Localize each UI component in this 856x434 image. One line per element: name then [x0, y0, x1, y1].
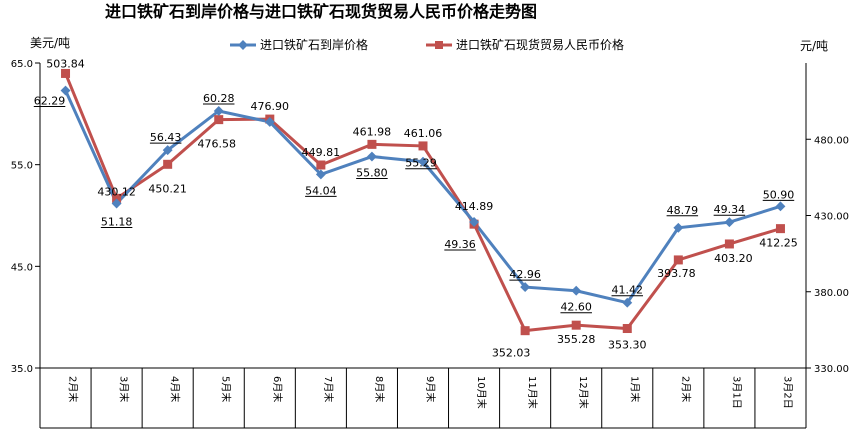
data-point-rmb-price — [214, 115, 224, 125]
data-label-rmb-price: 450.21 — [148, 182, 187, 195]
data-point-cif-price — [571, 285, 582, 296]
data-label-rmb-price: 353.30 — [608, 339, 647, 352]
right-tick-label: 430.00 — [814, 212, 849, 223]
data-label-rmb-price: 461.98 — [353, 125, 392, 138]
data-point-cif-price — [469, 217, 480, 227]
right-tick-label: 380.00 — [814, 288, 849, 299]
data-point-rmb-price — [367, 139, 377, 149]
right-tick-label: 330.00 — [814, 364, 849, 375]
data-point-rmb-price — [571, 320, 581, 330]
data-point-cif-price — [418, 156, 428, 167]
left-tick-label: 45.0 — [11, 262, 33, 273]
data-label-rmb-price: 352.03 — [492, 347, 531, 360]
legend-label-2: 进口铁矿石现货贸易人民币价格 — [456, 37, 624, 52]
x-category-label: 1月末 — [628, 376, 641, 402]
data-point-cif-price — [724, 217, 735, 228]
data-point-cif-price — [315, 169, 326, 180]
data-point-cif-price — [162, 145, 173, 156]
data-point-rmb-price — [316, 160, 326, 170]
x-category-label: 2月末 — [67, 376, 80, 402]
x-category-label: 6月末 — [271, 376, 284, 402]
data-point-rmb-price — [673, 255, 683, 265]
data-label-rmb-price: 449.81 — [302, 146, 341, 159]
data-label-cif-price: 54.04 — [305, 184, 337, 197]
data-label-cif-price: 50.90 — [763, 188, 795, 201]
x-category-label: 2月末 — [679, 376, 692, 402]
x-category-label: 5月末 — [220, 376, 233, 402]
x-category-label: 7月末 — [322, 376, 335, 402]
left-tick-label: 55.0 — [11, 161, 33, 172]
data-label-rmb-price: 461.06 — [404, 127, 443, 140]
data-point-rmb-price — [163, 159, 173, 169]
data-point-rmb-price — [622, 324, 632, 334]
x-category-label: 8月末 — [373, 376, 386, 402]
data-point-cif-price — [775, 201, 786, 212]
data-label-rmb-price: 412.25 — [759, 237, 798, 250]
data-point-rmb-price — [724, 239, 734, 249]
data-label-cif-price: 56.43 — [150, 131, 182, 144]
data-label-cif-price: 55.29 — [405, 157, 437, 170]
x-category-label: 4月末 — [169, 376, 182, 402]
data-point-rmb-price — [418, 141, 428, 151]
data-point-cif-price — [622, 297, 633, 308]
x-category-label: 3月末 — [118, 376, 131, 402]
data-label-cif-price: 42.60 — [560, 301, 592, 314]
data-label-rmb-price: 393.78 — [657, 267, 696, 280]
legend-marker-2 — [435, 41, 443, 49]
data-label-rmb-price: 503.84 — [46, 57, 85, 70]
data-point-cif-price — [111, 198, 122, 209]
data-label-rmb-price: 430.12 — [97, 185, 136, 198]
data-label-cif-price: 62.29 — [34, 95, 66, 108]
axes: 35.0 45.0 55.0 65.0 330.00 380.00 430.00 480.00… — [11, 59, 849, 429]
data-label-rmb-price: 476.90 — [251, 100, 290, 113]
right-tick-label: 480.00 — [814, 135, 849, 146]
legend-label-1: 进口铁矿石到岸价格 — [260, 37, 368, 52]
data-label-cif-price: 55.80 — [356, 167, 388, 180]
data-label-cif-price: 41.42 — [612, 284, 644, 297]
series-markers — [60, 68, 786, 336]
legend-marker-1 — [238, 40, 248, 50]
data-label-cif-price: 51.18 — [101, 216, 133, 229]
data-point-rmb-price — [112, 193, 122, 203]
x-category-label: 10月末 — [475, 376, 488, 409]
data-label-cif-price: 42.96 — [509, 268, 541, 281]
left-tick-label: 35.0 — [11, 364, 33, 375]
legend: 进口铁矿石到岸价格 进口铁矿石现货贸易人民币价格 — [230, 37, 624, 52]
x-category-label: 12月末 — [577, 376, 590, 409]
left-axis-unit: 美元/吨 — [30, 36, 70, 50]
x-category-label: 9月末 — [424, 376, 437, 402]
data-point-cif-price — [213, 106, 224, 116]
data-label-rmb-price: 355.28 — [557, 333, 596, 346]
data-label-rmb-price: 476.58 — [197, 138, 236, 151]
data-point-cif-price — [673, 222, 684, 233]
series-lines — [64, 72, 781, 333]
data-label-cif-price: 60.28 — [203, 92, 235, 105]
x-category-label: 3月2日 — [781, 376, 793, 409]
data-label-cif-price: 48.79 — [667, 204, 699, 217]
x-category-label: 3月1日 — [730, 376, 742, 409]
data-label-cif-price: 49.36 — [444, 238, 476, 251]
data-point-cif-price — [520, 282, 531, 293]
data-point-rmb-price — [61, 68, 71, 78]
x-category-label: 11月末 — [526, 376, 539, 409]
data-labels: 62.29 51.18 56.43 60.28 54.04 55.80 55.29 49.36… — [33, 57, 798, 360]
data-point-cif-price — [60, 85, 71, 96]
data-label-rmb-price: 403.20 — [714, 252, 753, 265]
chart-title: 进口铁矿石到岸价格与进口铁矿石现货贸易人民币价格走势图 — [105, 2, 537, 21]
data-point-rmb-price — [775, 224, 785, 234]
data-point-cif-price — [366, 151, 377, 162]
series-line-rmb-price — [64, 72, 781, 333]
data-label-rmb-price: 414.89 — [455, 200, 494, 213]
left-tick-label: 65.0 — [11, 59, 33, 70]
data-label-cif-price: 49.34 — [714, 203, 746, 216]
data-point-rmb-price — [520, 326, 530, 336]
right-axis-unit: 元/吨 — [800, 39, 828, 53]
